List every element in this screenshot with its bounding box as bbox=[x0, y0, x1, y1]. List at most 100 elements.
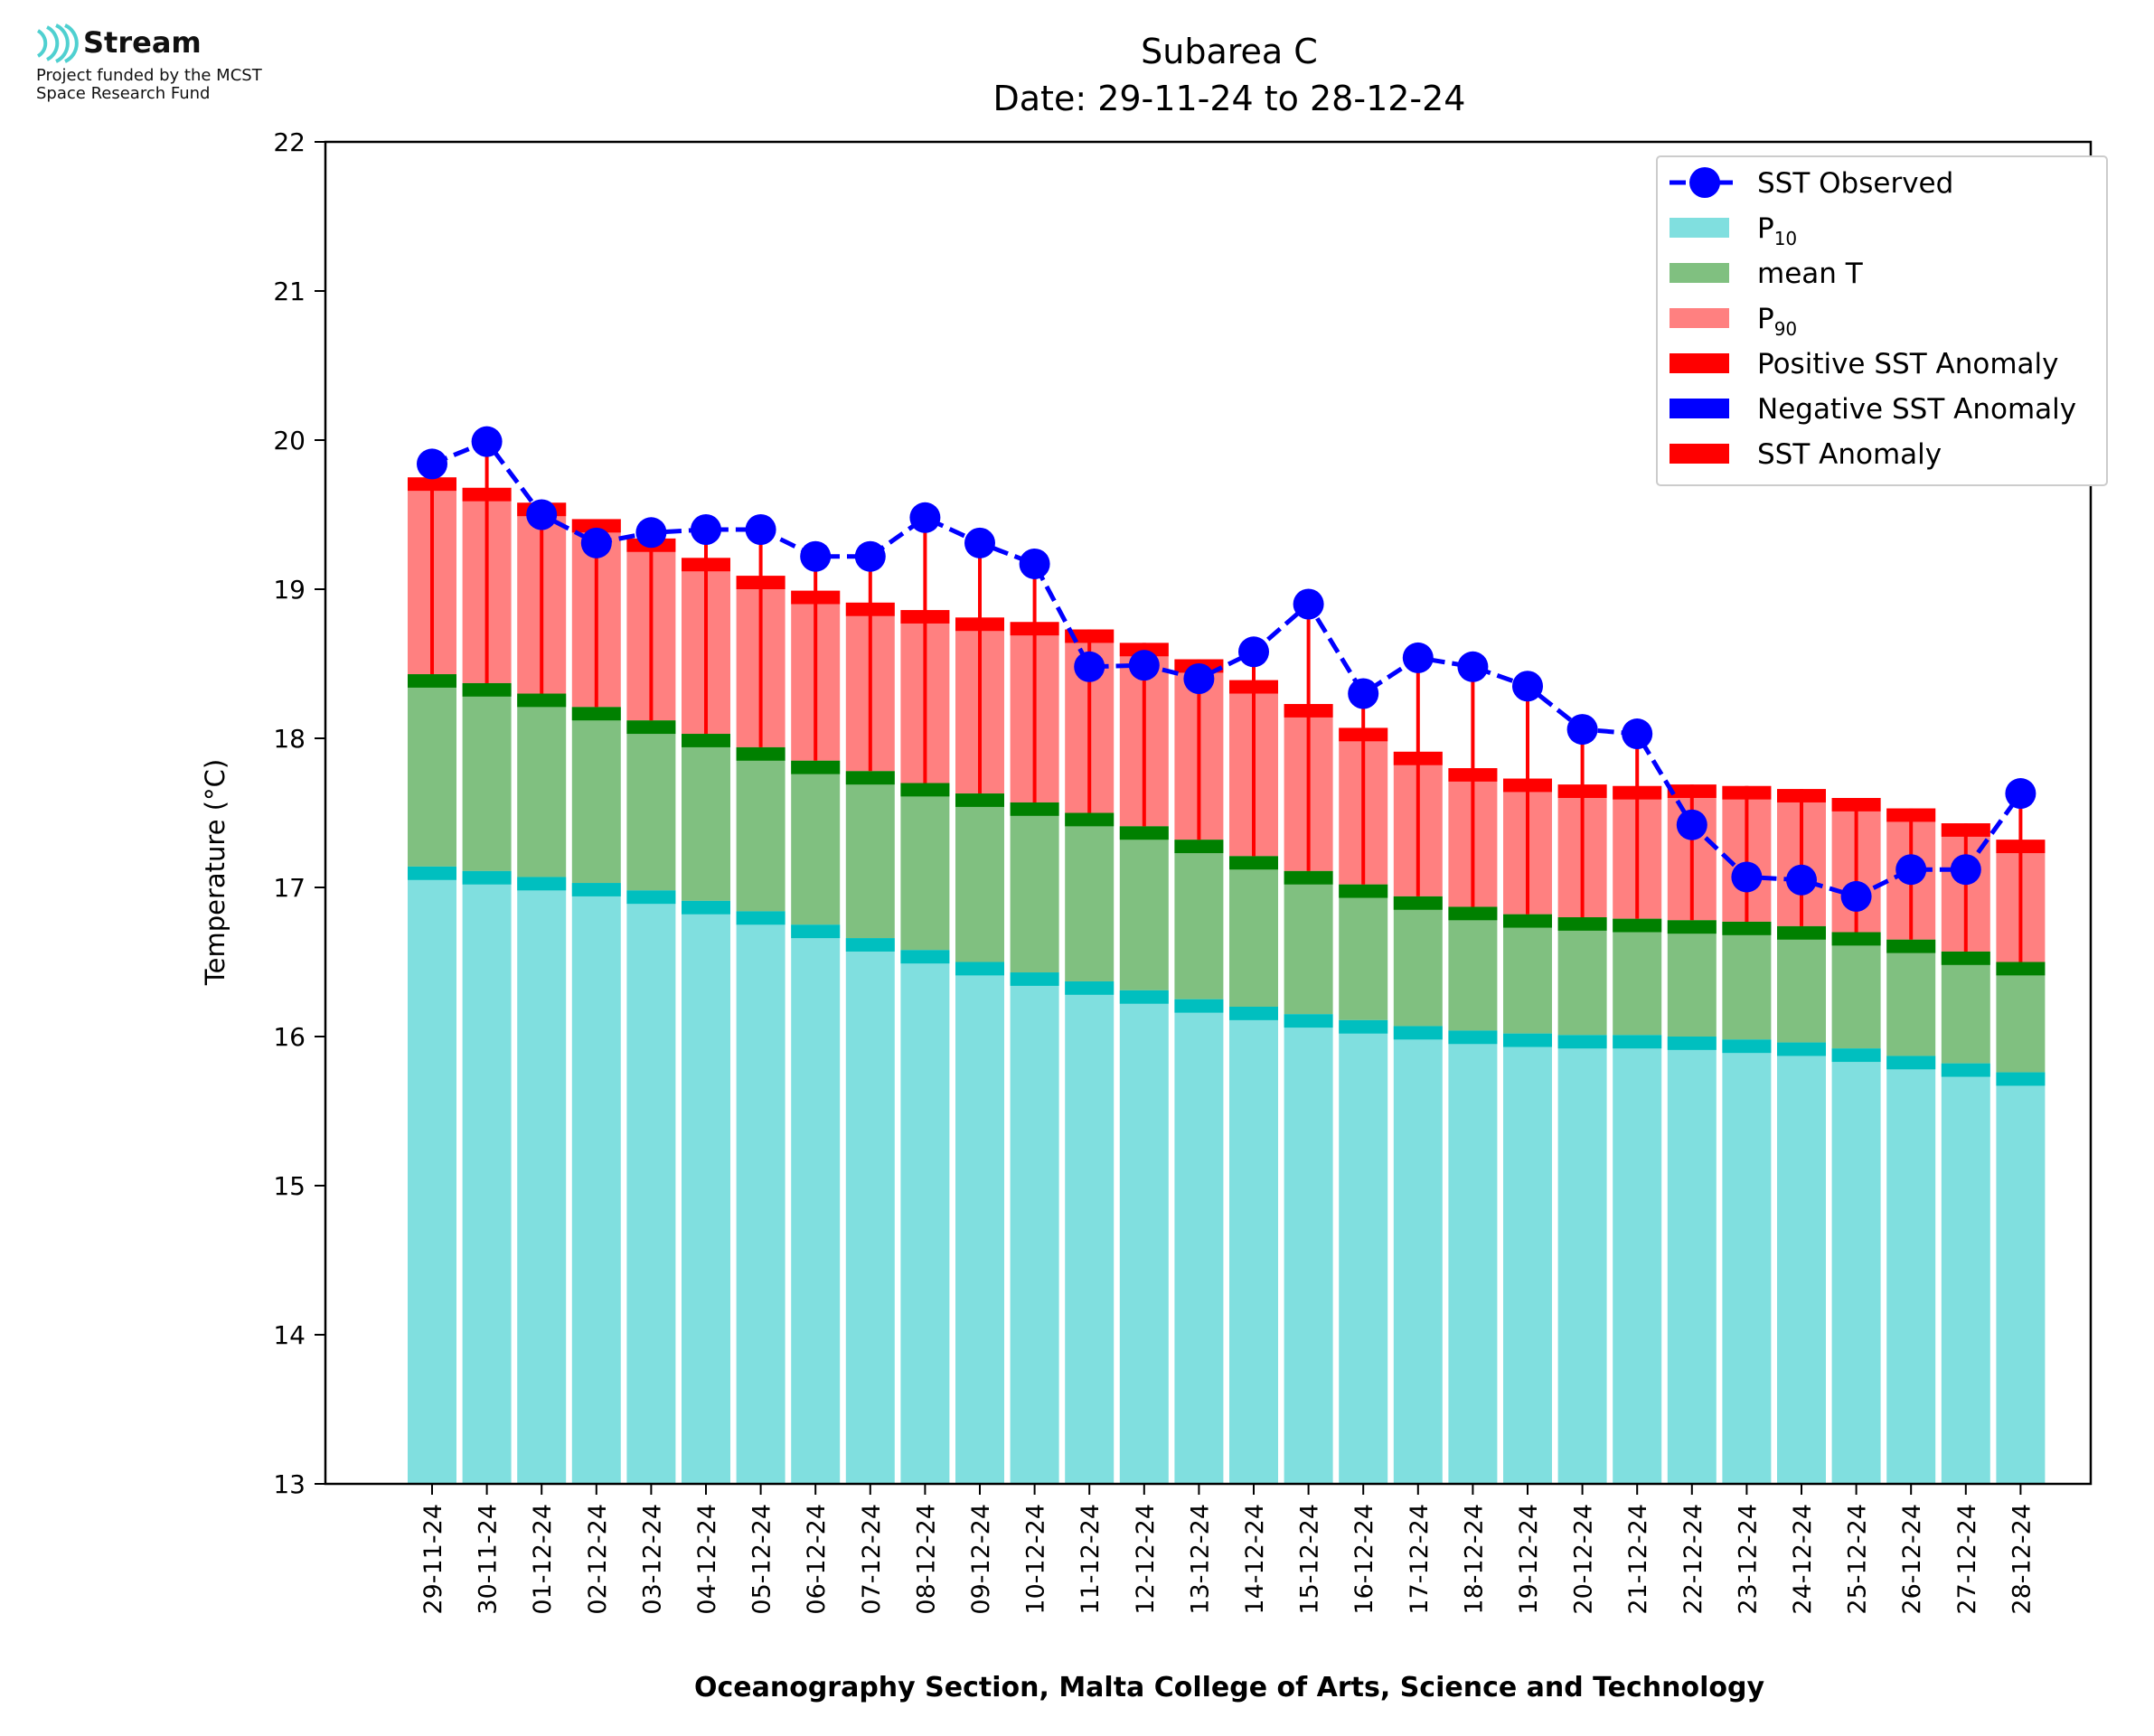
bar-p10 bbox=[1996, 1072, 2046, 1484]
bar-mean-t bbox=[626, 720, 676, 891]
x-tick-label: 16-12-24 bbox=[1350, 1504, 1378, 1615]
bar-mean-t bbox=[571, 707, 621, 884]
legend-label: SST Anomaly bbox=[1757, 438, 1942, 471]
band-p10 bbox=[1831, 1048, 1881, 1063]
band-p10 bbox=[1667, 1037, 1717, 1050]
x-tick-label: 22-12-24 bbox=[1679, 1504, 1707, 1615]
bar-mean-t bbox=[462, 682, 512, 871]
bar-p10 bbox=[1339, 1019, 1388, 1484]
bar-p10 bbox=[682, 900, 730, 1484]
x-tick-label: 04-12-24 bbox=[693, 1504, 721, 1615]
plot-area: 13 14 15 16 17 18 19 20 21 22 29-11-24 30-11-24 01-1… bbox=[273, 127, 2093, 1615]
y-tick-label: 17 bbox=[273, 873, 306, 903]
bar-mean-t bbox=[900, 783, 950, 951]
band-mean-t bbox=[1119, 826, 1169, 840]
bar-mean-t bbox=[1886, 939, 1936, 1056]
band-p10 bbox=[736, 911, 785, 925]
chart-subtitle: Date: 29-11-24 to 28-12-24 bbox=[993, 79, 1466, 118]
x-tick-label: 06-12-24 bbox=[803, 1504, 831, 1615]
band-mean-t bbox=[1284, 870, 1333, 885]
x-tick-label: 09-12-24 bbox=[967, 1504, 995, 1615]
band-mean-t bbox=[1503, 914, 1552, 928]
band-p10 bbox=[1284, 1014, 1333, 1028]
bar-mean-t bbox=[1448, 906, 1498, 1031]
band-mean-t bbox=[1941, 951, 1990, 965]
sst-observed-point bbox=[1402, 642, 1434, 673]
bar-p10 bbox=[900, 950, 950, 1484]
band-p10 bbox=[408, 866, 456, 880]
sst-observed-point bbox=[2005, 778, 2036, 810]
x-tick-label: 25-12-24 bbox=[1844, 1504, 1872, 1615]
bar-p10 bbox=[736, 911, 785, 1484]
sst-observed-point bbox=[745, 514, 776, 545]
sst-observed-point bbox=[1566, 714, 1598, 746]
band-mean-t bbox=[791, 760, 841, 774]
x-tick-label: 29-11-24 bbox=[419, 1504, 447, 1615]
bar-mean-t bbox=[1996, 962, 2046, 1073]
bar-p10 bbox=[517, 877, 567, 1484]
band-mean-t bbox=[1174, 840, 1224, 854]
x-tick-label: 07-12-24 bbox=[858, 1504, 886, 1615]
sst-observed-point bbox=[1348, 678, 1379, 709]
sst-observed-point bbox=[1457, 651, 1489, 682]
sst-observed-point bbox=[1512, 671, 1543, 702]
band-p10 bbox=[1065, 981, 1115, 995]
y-tick-label: 19 bbox=[273, 575, 306, 605]
y-tick-label: 14 bbox=[273, 1320, 306, 1350]
band-p10 bbox=[626, 890, 676, 905]
bar-mean-t bbox=[517, 693, 567, 877]
bar-mean-t bbox=[1229, 856, 1278, 1007]
legend-swatch bbox=[1670, 353, 1729, 373]
sst-observed-point bbox=[1238, 636, 1269, 668]
sst-observed-point bbox=[691, 514, 721, 545]
bar-p10 bbox=[791, 924, 841, 1484]
band-p10 bbox=[1886, 1056, 1936, 1070]
sst-observed-point bbox=[1622, 718, 1653, 750]
bar-p10 bbox=[1119, 990, 1169, 1484]
band-p10 bbox=[1941, 1063, 1990, 1077]
band-p10 bbox=[682, 900, 730, 915]
sst-observed-point bbox=[580, 527, 612, 558]
band-p10 bbox=[1229, 1007, 1278, 1020]
x-tick-label: 20-12-24 bbox=[1570, 1504, 1598, 1615]
sst-observed-point bbox=[526, 499, 558, 530]
band-p10 bbox=[1174, 999, 1224, 1013]
x-tick-label: 08-12-24 bbox=[912, 1504, 940, 1615]
legend-label-subscript: 90 bbox=[1774, 318, 1797, 340]
bar-p10 bbox=[1448, 1030, 1498, 1484]
x-tick-label: 02-12-24 bbox=[584, 1504, 612, 1615]
band-mean-t bbox=[1996, 962, 2046, 976]
band-mean-t bbox=[462, 682, 512, 697]
band-mean-t bbox=[1831, 932, 1881, 946]
band-mean-t bbox=[736, 746, 785, 761]
y-tick-label: 13 bbox=[273, 1469, 306, 1499]
band-mean-t bbox=[571, 707, 621, 721]
bar-p10 bbox=[462, 870, 512, 1484]
band-p10 bbox=[955, 962, 1004, 976]
stream-waves-icon bbox=[36, 23, 79, 63]
band-p10 bbox=[791, 924, 841, 939]
logo-funded-line1: Project funded by the MCST bbox=[36, 66, 262, 85]
band-mean-t bbox=[1886, 939, 1936, 953]
bar-mean-t bbox=[1777, 925, 1826, 1043]
band-p10 bbox=[1393, 1026, 1443, 1040]
band-mean-t bbox=[408, 674, 456, 688]
bar-mean-t bbox=[1941, 951, 1990, 1064]
sst-observed-point bbox=[1840, 880, 1872, 912]
bar-mean-t bbox=[736, 746, 785, 912]
x-tick-label: 19-12-24 bbox=[1515, 1504, 1543, 1615]
band-p10 bbox=[1996, 1072, 2046, 1086]
x-tick-label: 23-12-24 bbox=[1734, 1504, 1762, 1615]
band-mean-t bbox=[1229, 856, 1278, 870]
x-tick-label: 15-12-24 bbox=[1296, 1504, 1324, 1615]
bar-mean-t bbox=[1667, 920, 1717, 1037]
band-mean-t bbox=[1777, 925, 1826, 940]
stream-logo: Stream Project funded by the MCST Space … bbox=[34, 23, 360, 114]
band-mean-t bbox=[1339, 884, 1388, 898]
band-mean-t bbox=[1613, 918, 1662, 933]
x-tick-label: 10-12-24 bbox=[1022, 1504, 1050, 1615]
bar-p10 bbox=[1831, 1048, 1881, 1484]
bar-p10 bbox=[1284, 1014, 1333, 1484]
x-tick-label: 21-12-24 bbox=[1624, 1504, 1652, 1615]
bar-p10 bbox=[845, 938, 895, 1484]
